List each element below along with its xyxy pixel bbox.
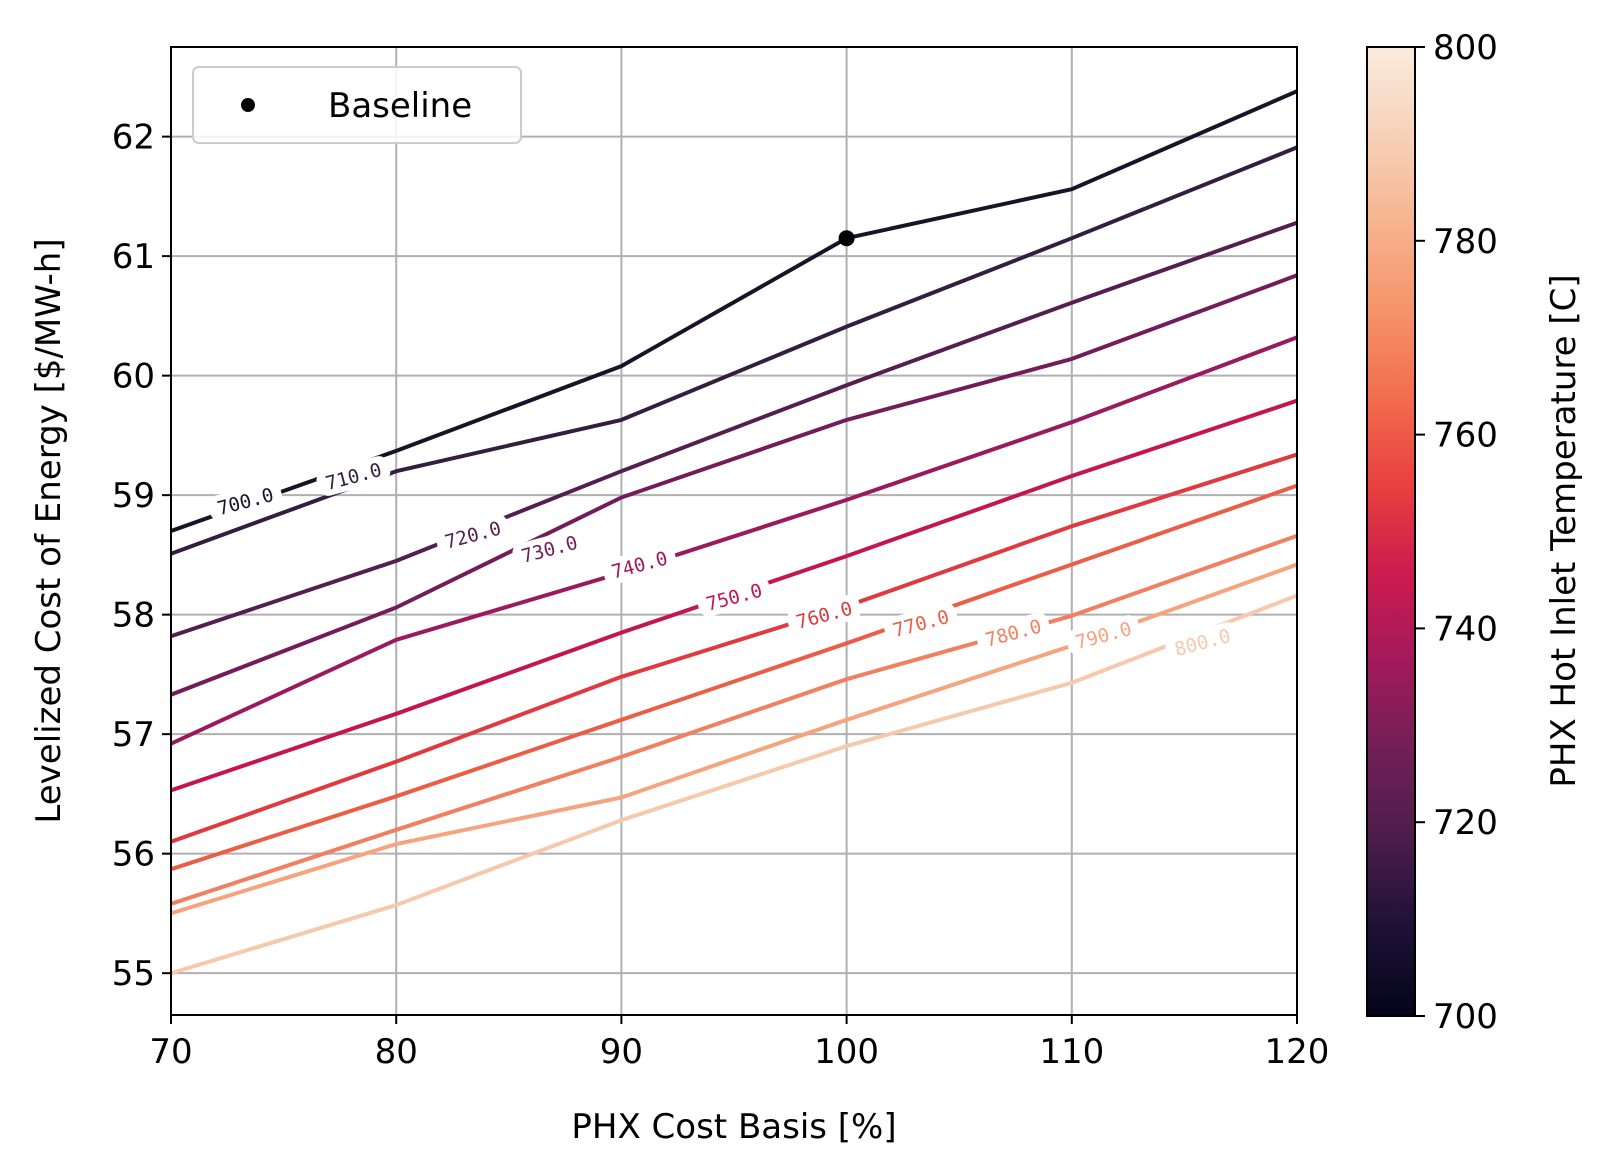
x-axis-ticks: 70 80 90 100 110 120 <box>149 1015 1329 1072</box>
colorbar-tick-label: 700 <box>1433 997 1498 1037</box>
contour-line-770.0 <box>171 483 1297 872</box>
legend-box <box>192 66 522 144</box>
grid <box>170 47 1298 1015</box>
y-axis-label: Levelized Cost of Energy [$/MW-h] <box>29 238 69 823</box>
x-tick-label: 120 <box>1265 1032 1330 1072</box>
y-tick-label: 59 <box>112 476 155 516</box>
colorbar-tick-label: 760 <box>1433 416 1498 456</box>
x-tick-label: 70 <box>149 1032 192 1072</box>
legend-label-baseline: Baseline <box>328 86 472 126</box>
contour-label-710.0: 710.0 <box>316 456 391 496</box>
contour-label-760.0: 760.0 <box>787 594 861 635</box>
contour-label-bg <box>884 603 958 643</box>
contour-line-800.0 <box>171 593 1297 976</box>
y-tick-label: 62 <box>112 118 155 158</box>
contour-label-740.0: 740.0 <box>602 544 677 585</box>
contour-lines <box>171 89 1297 976</box>
plot-frame <box>170 46 1298 1016</box>
contour-label-bg <box>602 544 677 585</box>
contour-label-bg <box>1165 622 1240 662</box>
contour-line-760.0 <box>171 452 1297 844</box>
contour-line-720.0 <box>171 220 1297 639</box>
contour-label-bg <box>512 529 587 569</box>
y-tick-label: 55 <box>112 954 155 994</box>
contour-label-800.0: 800.0 <box>1165 622 1240 662</box>
legend-marker <box>241 98 255 112</box>
y-tick-label: 58 <box>112 596 155 636</box>
contour-label-bg <box>1066 615 1141 655</box>
contour-label-720.0: 720.0 <box>435 514 510 555</box>
baseline-point <box>838 230 855 247</box>
contour-label-bg <box>787 594 861 635</box>
legend[interactable]: Baseline <box>192 66 522 144</box>
contour-label-770.0: 770.0 <box>884 603 958 643</box>
contour-label-bg <box>208 481 283 521</box>
contour-label-750.0: 750.0 <box>697 576 771 617</box>
colorbar-tick-label: 740 <box>1433 609 1498 649</box>
colorbar-tick-label: 780 <box>1433 222 1498 262</box>
baseline-points <box>838 230 855 247</box>
contour-label-bg <box>435 514 510 555</box>
contour-label-bg <box>697 576 771 617</box>
y-tick-label: 57 <box>112 715 155 755</box>
contour-label-bg <box>316 456 391 496</box>
colorbar-gradient <box>1366 46 1416 1017</box>
colorbar-tick-label: 800 <box>1433 28 1498 68</box>
x-tick-label: 90 <box>600 1032 643 1072</box>
colorbar-label: PHX Hot Inlet Temperature [C] <box>1544 274 1584 787</box>
colorbar: 700 720 740 760 780 800 PHX Hot Inlet Tempera… <box>1366 28 1584 1037</box>
colorbar-tick-label: 720 <box>1433 803 1498 843</box>
contour-label-bg <box>976 612 1051 653</box>
contour-line-780.0 <box>171 533 1297 906</box>
contour-label-780.0: 780.0 <box>976 612 1051 653</box>
y-tick-label: 61 <box>112 237 155 277</box>
contour-line-740.0 <box>171 335 1297 746</box>
contour-line-700.0 <box>171 89 1297 533</box>
x-tick-label: 80 <box>375 1032 418 1072</box>
x-tick-label: 100 <box>814 1032 879 1072</box>
contour-line-730.0 <box>171 273 1297 697</box>
y-tick-label: 56 <box>112 835 155 875</box>
y-tick-label: 60 <box>112 357 155 397</box>
y-axis-ticks: 55 56 57 58 59 60 61 62 <box>112 118 171 994</box>
colorbar-ticks: 700 720 740 760 780 800 <box>1415 28 1498 1037</box>
contour-label-790.0: 790.0 <box>1066 615 1141 655</box>
x-axis-label: PHX Cost Basis [%] <box>571 1107 896 1147</box>
x-tick-label: 110 <box>1039 1032 1104 1072</box>
